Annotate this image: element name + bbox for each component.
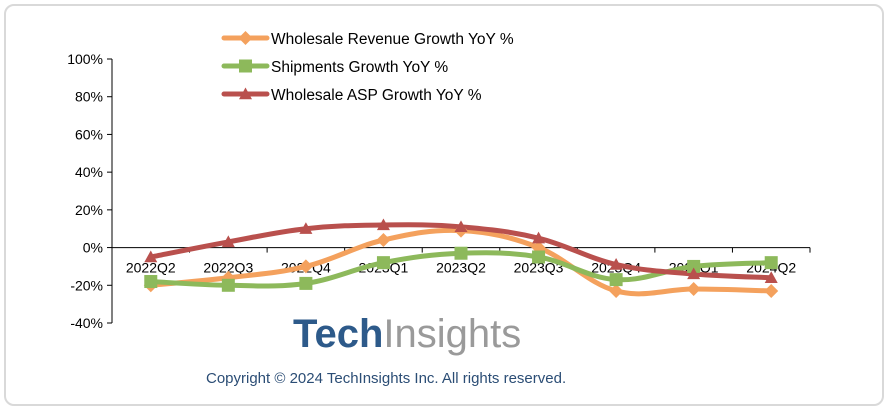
legend-marker-1	[238, 31, 253, 45]
chart-frame	[4, 4, 884, 406]
x-tick-label: 2022Q3	[203, 260, 253, 276]
series-3-point	[687, 267, 701, 280]
series-2-point	[454, 246, 468, 260]
techinsights-logo: TechInsights	[293, 312, 521, 356]
y-tick-label: 0%	[83, 240, 103, 256]
y-axis: 100% 80% 60% 40% 20% 0% -20% -40%	[67, 51, 113, 331]
series-3-point	[609, 258, 623, 270]
series-2-point	[376, 256, 390, 270]
legend-label-2: Shipments Growth YoY %	[271, 59, 448, 76]
x-tick-label: 2023Q2	[436, 260, 486, 276]
series-2-point	[609, 273, 623, 287]
series-2-point	[299, 276, 313, 290]
series-1-point	[298, 259, 313, 274]
series-2-point	[221, 278, 235, 292]
series-2-point	[687, 259, 701, 273]
series-3-point	[764, 271, 778, 283]
series-3-point	[299, 222, 313, 234]
legend: Wholesale Revenue Growth YoY % Shipments …	[221, 31, 514, 104]
legend-marker-2	[239, 59, 252, 73]
series-1-point	[376, 233, 391, 248]
series-3-point	[221, 235, 235, 248]
legend-label-1: Wholesale Revenue Growth YoY %	[271, 31, 514, 48]
copyright-text: Copyright © 2024 TechInsights Inc. All r…	[206, 370, 566, 387]
legend-label-3: Wholesale ASP Growth YoY %	[271, 87, 482, 104]
y-tick-label: -40%	[70, 315, 103, 331]
y-tick-label: 80%	[75, 89, 103, 105]
series-2-point	[764, 256, 778, 270]
series-3-point	[532, 231, 546, 244]
series-1-point	[686, 282, 701, 297]
series-3-point	[454, 220, 468, 233]
x-tick-label: 2023Q3	[514, 260, 564, 276]
series-3-point	[376, 218, 390, 231]
legend-marker-3	[239, 87, 252, 100]
series-1-point	[764, 283, 779, 298]
y-tick-label: 20%	[75, 202, 103, 218]
series-markers	[143, 218, 779, 298]
y-tick-label: 40%	[75, 164, 103, 180]
series-2-point	[144, 275, 158, 289]
series-3-point	[144, 250, 158, 263]
y-tick-label: 60%	[75, 126, 103, 142]
y-tick-label: -20%	[70, 277, 103, 293]
series-2-point	[532, 250, 546, 264]
y-tick-label: 100%	[67, 51, 103, 67]
series-1-point	[609, 283, 624, 298]
x-tick-label: 2022Q2	[126, 260, 176, 276]
logo-text-tech: TechInsights	[293, 312, 521, 356]
